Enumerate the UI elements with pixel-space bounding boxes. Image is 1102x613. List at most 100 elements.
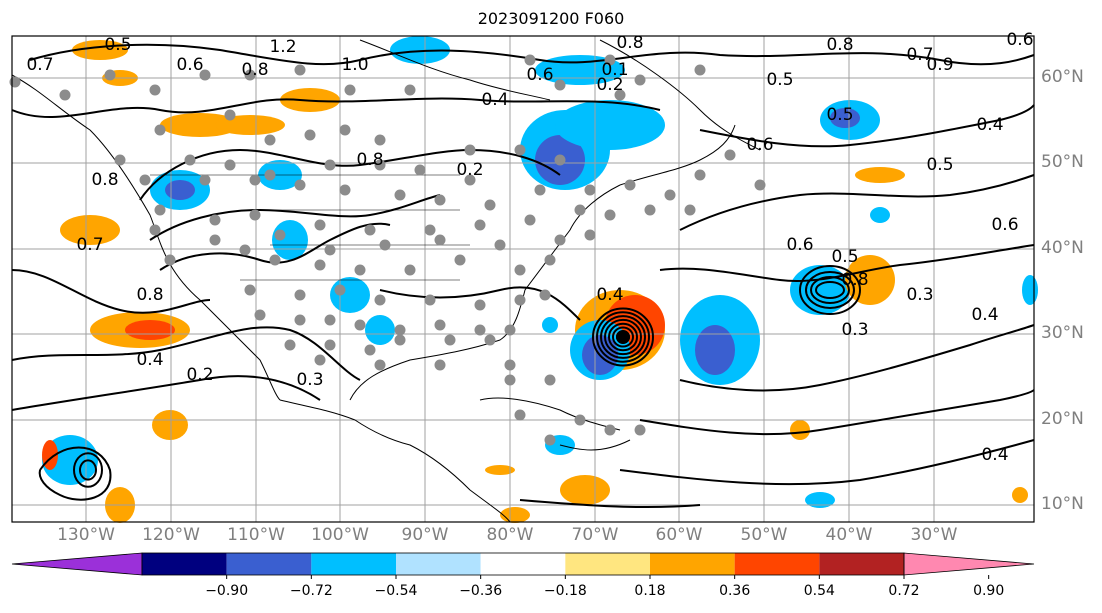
- contour-label: 0.3: [906, 285, 933, 305]
- lat-label: 30°N: [1041, 323, 1084, 343]
- station-dot: [269, 254, 281, 266]
- station-dot: [634, 424, 646, 436]
- station-dot: [314, 219, 326, 231]
- contour-label: 1.0: [341, 55, 368, 75]
- station-dot: [104, 69, 116, 81]
- station-dot: [424, 294, 436, 306]
- coastline: [479, 397, 621, 431]
- colorbar-tick-label: 0.54: [803, 583, 835, 599]
- station-dot: [554, 234, 566, 246]
- shaded-anomalies: [42, 36, 1038, 523]
- contour-line: [699, 104, 1035, 148]
- contour-label: 0.7: [26, 55, 53, 75]
- anomaly-region: [500, 507, 530, 523]
- station-dot: [294, 64, 306, 76]
- anomaly-region: [272, 220, 308, 260]
- contour-label: 0.8: [841, 270, 868, 290]
- lat-label: 10°N: [1041, 494, 1084, 514]
- anomaly-region: [165, 180, 195, 200]
- station-dot: [264, 169, 276, 181]
- station-dot: [364, 344, 376, 356]
- contour-line: [659, 244, 1035, 282]
- station-dot: [604, 424, 616, 436]
- anomaly-region: [790, 420, 810, 440]
- station-dot: [374, 294, 386, 306]
- colorbar-segment: [650, 553, 735, 575]
- station-dot: [544, 434, 556, 446]
- station-dot: [464, 144, 476, 156]
- lon-label: 70°W: [571, 525, 619, 545]
- station-dot: [454, 254, 466, 266]
- contour-label: 0.8: [136, 285, 163, 305]
- station-dot: [264, 134, 276, 146]
- cyclone-contour: [600, 315, 646, 359]
- contour-label: 0.3: [841, 320, 868, 340]
- station-dot: [484, 199, 496, 211]
- station-dot: [554, 154, 566, 166]
- station-dot: [474, 324, 486, 336]
- station-dot: [514, 264, 526, 276]
- station-dot: [209, 214, 221, 226]
- station-dot: [604, 54, 616, 66]
- contour-label: 0.4: [981, 445, 1008, 465]
- station-dot: [224, 109, 236, 121]
- colorbar-tick-label: −0.36: [459, 583, 503, 599]
- station-dot: [434, 234, 446, 246]
- contour-label: 0.2: [596, 75, 623, 95]
- coastlines: [11, 39, 761, 523]
- station-dot: [644, 204, 656, 216]
- contour-label: 0.6: [526, 65, 553, 85]
- station-dot: [724, 149, 736, 161]
- station-dot: [684, 204, 696, 216]
- colorbar-segment: [396, 553, 481, 575]
- station-dot: [554, 79, 566, 91]
- station-dot: [394, 324, 406, 336]
- station-dot: [514, 294, 526, 306]
- low-contour: [805, 271, 855, 309]
- station-dot: [339, 184, 351, 196]
- station-dot: [294, 314, 306, 326]
- contour-line: [11, 269, 211, 314]
- lat-label: 20°N: [1041, 409, 1084, 429]
- station-dot: [514, 409, 526, 421]
- station-dot: [154, 124, 166, 136]
- contour-label: 0.5: [104, 35, 131, 55]
- station-dot: [584, 229, 596, 241]
- station-dot: [324, 339, 336, 351]
- anomaly-region: [830, 108, 860, 128]
- lon-label: 40°W: [825, 525, 873, 545]
- lon-label: 50°W: [740, 525, 788, 545]
- cyclone-contour: [612, 326, 634, 348]
- colorbar-segment: [142, 553, 227, 575]
- map-frame: [11, 35, 1035, 523]
- station-dot: [374, 159, 386, 171]
- contour-label: 0.7: [906, 45, 933, 65]
- anomaly-region: [215, 115, 285, 135]
- coastline: [11, 74, 281, 401]
- station-dot: [544, 254, 556, 266]
- station-dot: [284, 339, 296, 351]
- anomaly-region: [1012, 487, 1028, 503]
- anomaly-region: [542, 317, 558, 333]
- colorbar-extend-high: [903, 552, 1035, 576]
- low-contour: [73, 452, 103, 488]
- station-dot: [484, 334, 496, 346]
- station-dot: [339, 124, 351, 136]
- low-contour: [810, 276, 850, 304]
- anomaly-region: [1022, 275, 1038, 305]
- contour-label: 0.7: [76, 235, 103, 255]
- station-dot: [139, 174, 151, 186]
- station-dot: [444, 334, 456, 346]
- lon-label: 60°W: [655, 525, 703, 545]
- colorbar-extend-low: [11, 552, 143, 576]
- station-dot: [694, 169, 706, 181]
- station-dot: [394, 189, 406, 201]
- station-dot: [379, 239, 391, 251]
- anomaly-region: [330, 277, 370, 313]
- colorbar-segment: [734, 553, 820, 575]
- anomaly-region: [152, 410, 188, 440]
- station-dot: [249, 209, 261, 221]
- contour-label: 0.8: [91, 170, 118, 190]
- anomaly-region: [485, 465, 515, 475]
- contour-line: [11, 97, 661, 118]
